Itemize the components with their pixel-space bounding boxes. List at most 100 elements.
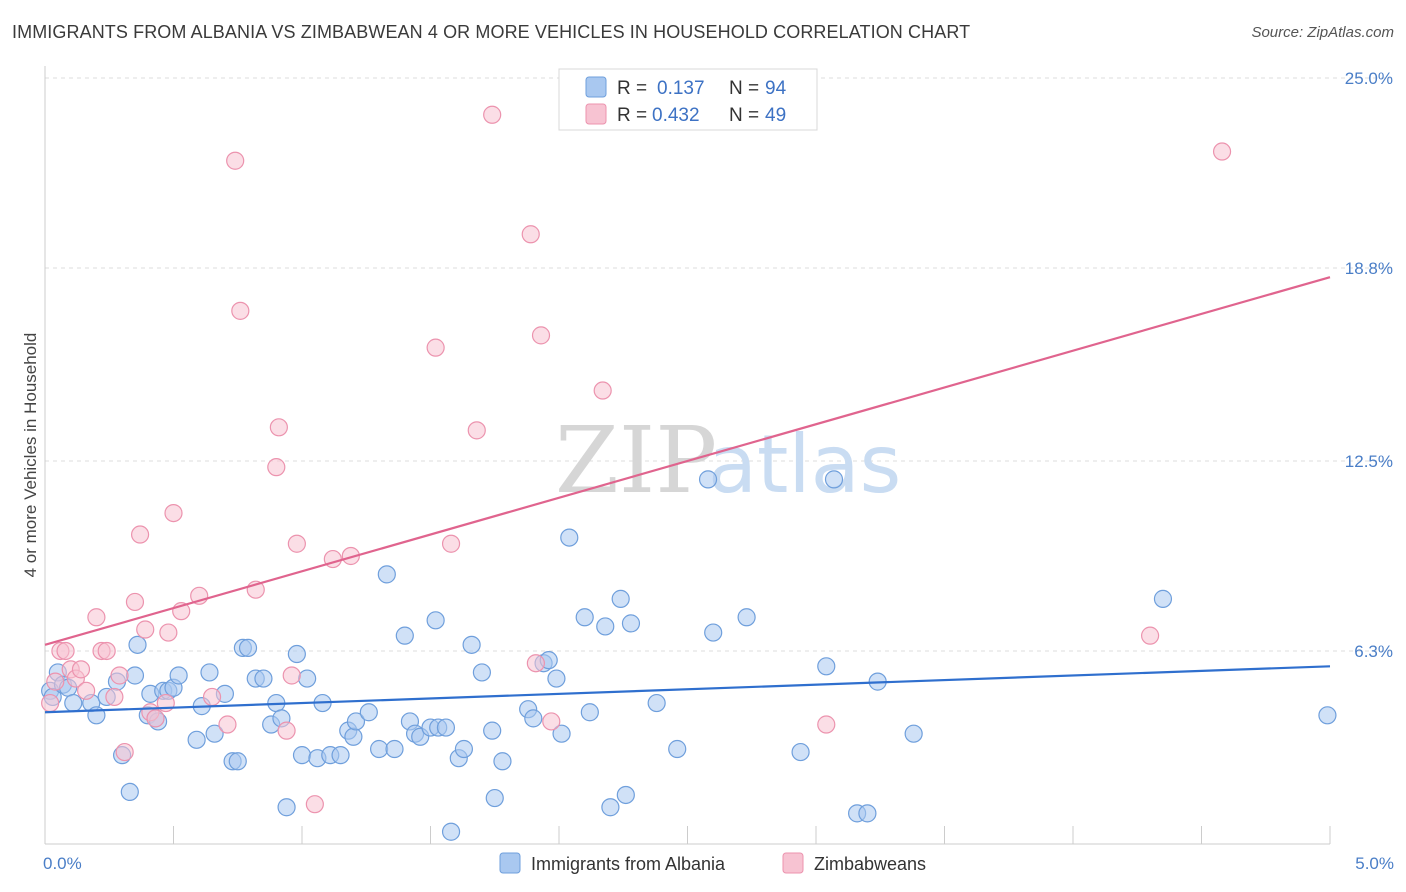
- zimbabwe-point: [817, 715, 836, 734]
- trend-layer: [44, 276, 1331, 714]
- zimbabwe-point: [305, 795, 324, 814]
- albania-point: [483, 721, 502, 740]
- zimbabwe-point: [146, 709, 165, 728]
- albania-point: [254, 669, 273, 688]
- albania-point: [370, 739, 389, 759]
- y-tick-label: 6.3%: [1354, 642, 1393, 661]
- zimbabwe-point: [593, 381, 612, 400]
- zimbabwe-point: [483, 105, 502, 124]
- zimbabwe-point: [130, 525, 150, 544]
- zimbabwe-point: [202, 687, 222, 707]
- albania-point: [485, 788, 504, 808]
- zimbabwe-point: [56, 641, 75, 661]
- legend-n-label-zimbabwe: N =: [729, 105, 759, 126]
- albania-point: [187, 730, 206, 749]
- zimbabwe-point: [46, 672, 65, 691]
- albania-point: [377, 565, 396, 584]
- albania-point: [601, 798, 620, 817]
- grid-layer: [45, 77, 1392, 652]
- albania-point: [287, 644, 306, 664]
- zimbabwe-point: [526, 654, 545, 673]
- zimbabwe-point: [110, 666, 129, 685]
- zimbabwe-point: [159, 623, 178, 642]
- legend-r-value-albania: 0.137: [657, 78, 705, 99]
- legend-r-value-zimbabwe: 0.432: [652, 105, 700, 126]
- legend-r-label-zimbabwe: R =: [617, 105, 647, 126]
- albania-point: [64, 693, 83, 713]
- ticks-layer: 6.3% 12.5% 18.8% 25.0% 0.0% 5.0%: [43, 69, 1394, 873]
- albania-point: [668, 739, 687, 759]
- albania-point: [331, 746, 350, 765]
- zimbabwe-point: [87, 608, 106, 627]
- legend-n-value-zimbabwe: 49: [765, 105, 786, 126]
- albania-point: [904, 724, 923, 743]
- albania-point: [611, 589, 630, 608]
- albania-point: [575, 608, 594, 627]
- albania-point: [1318, 706, 1337, 725]
- albania-point: [238, 638, 258, 658]
- albania-point: [441, 822, 461, 841]
- axes-layer: [44, 66, 1331, 845]
- bottom-legend: Immigrants from Albania Zimbabweans: [499, 852, 926, 874]
- albania-point: [596, 617, 615, 636]
- albania-point: [125, 666, 145, 685]
- albania-point: [616, 785, 635, 805]
- zimbabwe-point: [287, 534, 306, 553]
- zimbabwe-point: [97, 641, 116, 661]
- albania-point: [298, 669, 317, 688]
- bottom-legend-swatch-albania: [499, 852, 521, 874]
- albania-point: [791, 742, 810, 762]
- albania-point: [737, 608, 756, 627]
- zipatlas-watermark: ZIP atlas: [555, 407, 901, 514]
- bottom-legend-label-zimbabwe: Zimbabweans: [814, 854, 926, 874]
- zimbabwe-point: [282, 666, 301, 685]
- zimbabwe-point: [426, 338, 445, 357]
- bottom-legend-label-albania: Immigrants from Albania: [531, 854, 726, 874]
- albania-point: [647, 693, 666, 713]
- points-layer: [41, 105, 1337, 841]
- legend-swatch-albania: [585, 76, 607, 98]
- zimbabwe-point: [164, 503, 183, 523]
- albania-point: [120, 782, 139, 802]
- chart-source: Source: ZipAtlas.com: [1251, 24, 1394, 41]
- legend-r-label-albania: R =: [617, 78, 647, 99]
- albania-point: [292, 746, 312, 765]
- albania-point: [426, 611, 445, 630]
- albania-point: [277, 798, 296, 817]
- albania-point: [560, 528, 579, 547]
- albania-point: [228, 752, 247, 771]
- zimbabwe-point: [277, 721, 296, 740]
- albania-point: [580, 703, 599, 722]
- zimbabwe-point: [1140, 626, 1160, 645]
- y-tick-label: 18.8%: [1345, 259, 1393, 278]
- zimbabwe-point: [218, 715, 237, 734]
- legend-n-value-albania: 94: [765, 78, 787, 99]
- y-tick-label: 25.0%: [1345, 69, 1393, 88]
- zimbabwe-point: [77, 681, 96, 700]
- zimbabwe-point: [542, 712, 561, 731]
- zimbabwe-point: [71, 660, 91, 679]
- zimbabwe-point: [41, 693, 60, 713]
- albania-point: [128, 635, 147, 654]
- y-axis-label: 4 or more Vehicles in Household: [21, 333, 40, 578]
- albania-point: [552, 724, 571, 743]
- x-tick-label: 0.0%: [43, 854, 82, 873]
- bottom-legend-swatch-zimbabwe: [782, 852, 804, 874]
- albania-point: [395, 626, 414, 645]
- zimbabwe-point: [467, 421, 486, 440]
- zimbabwe-point: [231, 301, 250, 320]
- albania-point: [547, 669, 566, 688]
- zimbabwe-trend-line: [44, 276, 1331, 646]
- zimbabwe-point: [1212, 142, 1232, 161]
- zimbabwe-point: [531, 326, 551, 345]
- albania-trend-line: [44, 665, 1331, 714]
- zimbabwe-point: [105, 687, 124, 707]
- albania-point: [344, 727, 363, 746]
- albania-point: [454, 739, 474, 759]
- albania-point: [1153, 589, 1173, 608]
- albania-point: [524, 709, 543, 728]
- albania-point: [698, 470, 718, 489]
- albania-point: [704, 623, 723, 642]
- watermark-atlas: atlas: [708, 418, 901, 511]
